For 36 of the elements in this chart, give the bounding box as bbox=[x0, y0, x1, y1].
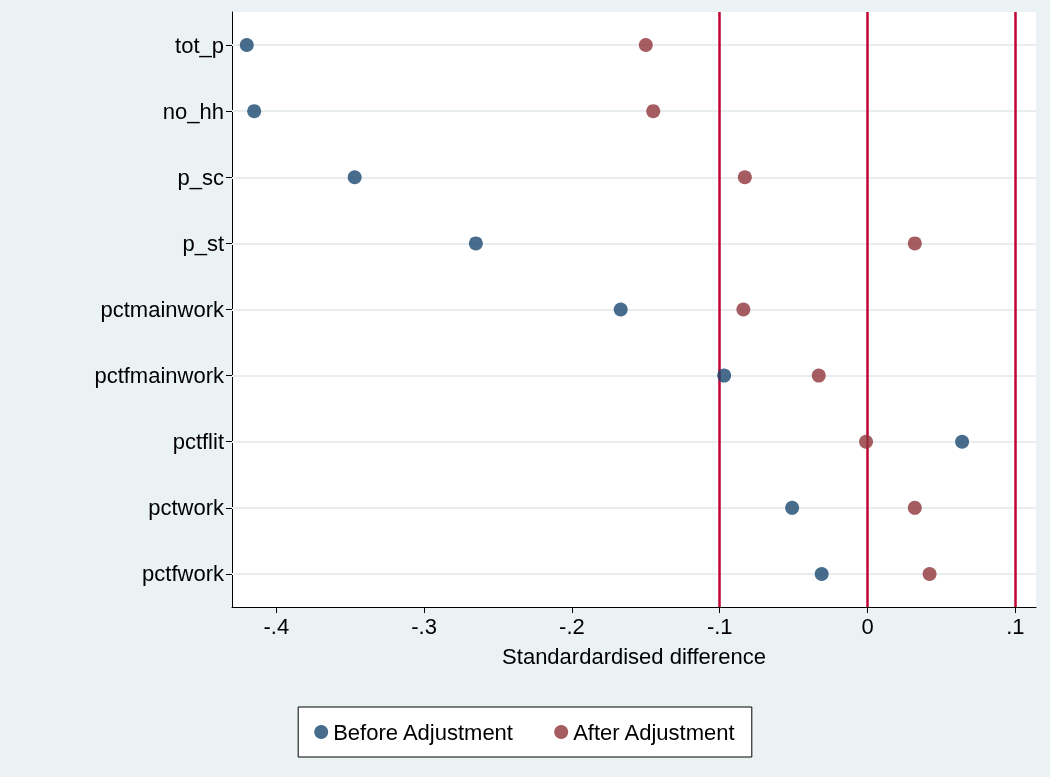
point bbox=[811, 368, 826, 383]
x-axis-title: Standardardised difference bbox=[502, 643, 766, 669]
point bbox=[239, 38, 254, 53]
point bbox=[468, 236, 483, 251]
point bbox=[907, 500, 922, 515]
y-tick-label: pctflit bbox=[172, 429, 224, 455]
y-tick-label: pctfwork bbox=[142, 561, 225, 587]
x-tick-label: -.1 bbox=[706, 613, 733, 639]
x-tick-label: .1 bbox=[1006, 613, 1025, 639]
x-tick-label: -.3 bbox=[411, 613, 437, 639]
legend-label: Before Adjustment bbox=[333, 719, 513, 745]
y-tick-label: p_sc bbox=[177, 164, 224, 190]
y-tick-label: pctwork bbox=[148, 495, 225, 521]
point bbox=[347, 170, 362, 185]
point bbox=[638, 38, 653, 53]
point bbox=[736, 302, 751, 317]
point bbox=[955, 434, 970, 449]
y-tick-label: pctfmainwork bbox=[94, 363, 225, 389]
point bbox=[717, 368, 732, 383]
point bbox=[785, 500, 800, 515]
x-tick-label: -.4 bbox=[263, 613, 290, 639]
point bbox=[613, 302, 628, 317]
y-tick-label: no_hh bbox=[162, 98, 224, 124]
x-tick-label: -.2 bbox=[559, 613, 585, 639]
point bbox=[922, 566, 937, 581]
point bbox=[859, 434, 874, 449]
x-tick-label: 0 bbox=[861, 613, 874, 639]
point bbox=[646, 104, 661, 119]
y-tick-label: tot_p bbox=[175, 32, 224, 58]
legend-label: After Adjustment bbox=[573, 719, 735, 745]
y-tick-label: pctmainwork bbox=[100, 297, 225, 322]
point bbox=[814, 566, 829, 581]
point bbox=[247, 104, 262, 119]
y-tick-label: p_st bbox=[182, 230, 224, 256]
point bbox=[737, 170, 752, 185]
point bbox=[907, 236, 922, 251]
